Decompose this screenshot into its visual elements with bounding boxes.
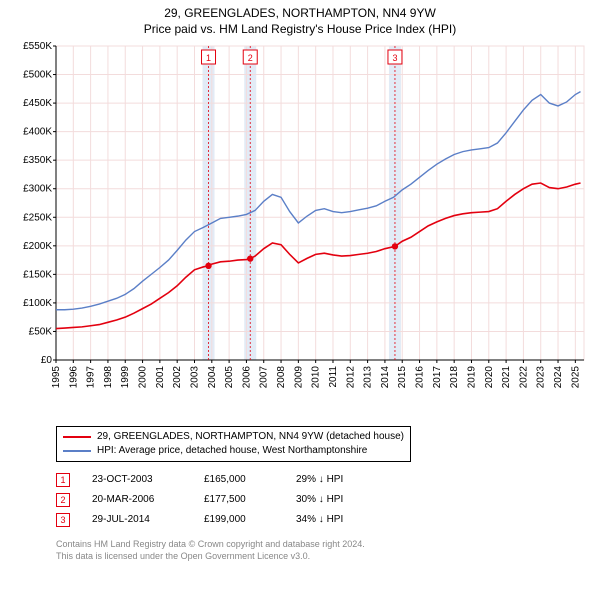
transaction-row-marker: 2 [56,493,70,507]
y-tick-label: £300K [23,184,52,195]
title-line-2: Price paid vs. HM Land Registry's House … [10,22,590,36]
legend-swatch [63,436,91,438]
legend-item: 29, GREENGLADES, NORTHAMPTON, NN4 9YW (d… [63,430,404,444]
x-tick-label: 1995 [51,366,62,389]
price-chart: £0 £50K £100K £150K £200K £250K £300K £350K £400… [10,40,590,420]
transaction-date: 20-MAR-2006 [92,490,182,510]
y-tick-label: £200K [23,241,52,252]
y-tick-label: £50K [29,326,53,337]
title-line-1: 29, GREENGLADES, NORTHAMPTON, NN4 9YW [10,6,590,20]
x-tick-label: 2002 [172,366,183,389]
x-tick-label: 2018 [449,366,460,389]
footer-line-2: This data is licensed under the Open Gov… [56,550,590,562]
x-tick-label: 2001 [155,366,166,389]
transaction-price: £165,000 [204,470,274,490]
legend-swatch [63,450,91,452]
y-tick-label: £0 [41,355,53,366]
x-tick-label: 2023 [536,366,547,389]
transaction-point [392,243,398,249]
y-tick-label: £250K [23,212,52,223]
transaction-price: £199,000 [204,510,274,530]
x-tick-label: 1998 [103,366,114,389]
x-tick-label: 2000 [138,366,149,389]
transaction-row-marker: 3 [56,513,70,527]
y-tick-label: £500K [23,70,52,81]
chart-title: 29, GREENGLADES, NORTHAMPTON, NN4 9YW Pr… [10,6,590,36]
x-tick-label: 1999 [120,366,131,389]
transaction-row: 2 20-MAR-2006 £177,500 30% ↓ HPI [56,490,590,510]
y-tick-label: £450K [23,98,52,109]
y-tick-label: £100K [23,298,52,309]
x-tick-label: 2020 [484,366,495,389]
x-tick-label: 2003 [189,366,200,389]
x-tick-label: 2005 [224,366,235,389]
transaction-price: £177,500 [204,490,274,510]
footer-line-1: Contains HM Land Registry data © Crown c… [56,538,590,550]
y-tick-label: £150K [23,269,52,280]
x-tick-label: 2011 [328,366,339,388]
y-tick-label: £550K [23,41,52,52]
transaction-diff: 34% ↓ HPI [296,510,376,530]
transaction-row: 1 23-OCT-2003 £165,000 29% ↓ HPI [56,470,590,490]
x-tick-label: 2008 [276,366,287,389]
transaction-diff: 29% ↓ HPI [296,470,376,490]
x-tick-label: 2012 [345,366,356,389]
x-tick-label: 2006 [241,366,252,389]
transactions-table: 1 23-OCT-2003 £165,000 29% ↓ HPI 2 20-MAR-200… [56,470,590,530]
legend-label: 29, GREENGLADES, NORTHAMPTON, NN4 9YW (d… [97,430,404,444]
x-tick-label: 1997 [86,366,97,389]
x-tick-label: 2021 [501,366,512,389]
legend-item: HPI: Average price, detached house, West… [63,444,404,458]
transaction-point [247,255,253,261]
y-tick-label: £400K [23,127,52,138]
transaction-row: 3 29-JUL-2014 £199,000 34% ↓ HPI [56,510,590,530]
x-tick-label: 2014 [380,366,391,389]
transaction-marker-number: 3 [392,53,397,63]
x-tick-label: 2010 [311,366,322,389]
x-tick-label: 2025 [570,366,581,389]
transaction-date: 23-OCT-2003 [92,470,182,490]
x-tick-label: 2017 [432,366,443,389]
legend: 29, GREENGLADES, NORTHAMPTON, NN4 9YW (d… [56,426,411,462]
transaction-marker-number: 2 [248,53,253,63]
x-tick-label: 2016 [415,366,426,389]
transaction-diff: 30% ↓ HPI [296,490,376,510]
y-tick-label: £350K [23,155,52,166]
legend-label: HPI: Average price, detached house, West… [97,444,367,458]
transaction-point [205,263,211,269]
transaction-marker-number: 1 [206,53,211,63]
x-tick-label: 2007 [259,366,270,389]
x-tick-label: 2004 [207,366,218,389]
attribution-footer: Contains HM Land Registry data © Crown c… [56,538,590,562]
x-tick-label: 2009 [293,366,304,389]
transaction-date: 29-JUL-2014 [92,510,182,530]
x-tick-label: 2024 [553,366,564,389]
x-tick-label: 2015 [397,366,408,389]
transaction-row-marker: 1 [56,473,70,487]
x-tick-label: 1996 [68,366,79,389]
x-tick-label: 2019 [466,366,477,389]
x-tick-label: 2022 [518,366,529,389]
x-tick-label: 2013 [363,366,374,389]
